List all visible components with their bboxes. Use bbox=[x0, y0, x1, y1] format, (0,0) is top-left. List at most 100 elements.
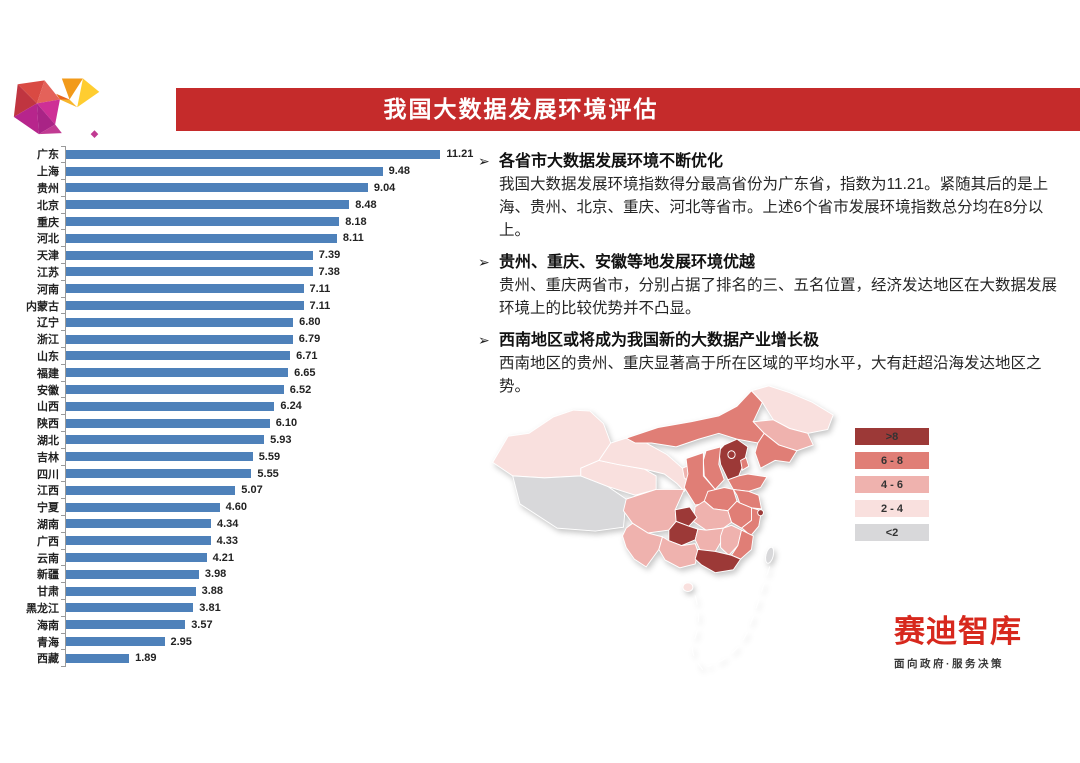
bar-area: 4.60 bbox=[61, 498, 480, 516]
bar-area: 9.48 bbox=[61, 162, 480, 180]
bar-row: 江苏 7.38 bbox=[4, 263, 490, 281]
bar-area: 6.65 bbox=[61, 363, 480, 382]
bar-area: 3.57 bbox=[61, 615, 480, 634]
bar bbox=[66, 233, 337, 243]
bar bbox=[66, 267, 313, 277]
bar-value-label: 3.98 bbox=[204, 568, 227, 581]
bar-label: 天津 bbox=[37, 250, 59, 263]
bar-label: 湖南 bbox=[37, 518, 59, 531]
bar-value-label: 4.33 bbox=[216, 534, 239, 547]
bar bbox=[66, 351, 291, 361]
bar-area: 3.98 bbox=[61, 565, 480, 583]
bar-area: 9.04 bbox=[61, 179, 480, 197]
bullet-item-2: ➢ 贵州、重庆、安徽等地发展环境优越 贵州、重庆两省市，分别占据了排名的三、五名… bbox=[478, 251, 1066, 320]
province-neimenggu bbox=[624, 390, 765, 448]
bar-value-label: 7.39 bbox=[318, 249, 341, 262]
bar bbox=[66, 637, 165, 646]
bar-label: 重庆 bbox=[37, 216, 59, 229]
bar-label: 山东 bbox=[37, 350, 59, 363]
bar-area: 5.55 bbox=[61, 464, 480, 482]
bar-row: 甘肃 3.88 bbox=[4, 582, 490, 600]
bar bbox=[66, 317, 294, 327]
bar-area: 6.79 bbox=[61, 330, 480, 348]
bar-row: 天津 7.39 bbox=[4, 246, 490, 264]
bar-area: 4.33 bbox=[61, 531, 480, 550]
bar-area: 7.38 bbox=[61, 263, 480, 281]
bar-value-label: 11.21 bbox=[446, 148, 474, 161]
legend-item: 2 - 4 bbox=[855, 500, 929, 517]
province-yunnan bbox=[622, 522, 664, 568]
bar-value-label: 1.89 bbox=[135, 652, 157, 665]
bar-value-label: 5.59 bbox=[258, 450, 281, 463]
bar-value-label: 6.71 bbox=[296, 349, 318, 362]
bar-value-label: 2.95 bbox=[170, 635, 192, 648]
bar-label: 四川 bbox=[37, 468, 59, 481]
arrow-bullet-icon: ➢ bbox=[478, 254, 490, 270]
legend-item: 6 - 8 bbox=[855, 452, 929, 469]
bar-row: 陕西 6.10 bbox=[4, 414, 490, 432]
bar bbox=[66, 418, 270, 428]
bar-value-label: 6.65 bbox=[294, 366, 316, 379]
bar-label: 北京 bbox=[37, 199, 59, 212]
bar bbox=[66, 569, 199, 579]
bar bbox=[66, 401, 275, 411]
bar-label: 辽宁 bbox=[37, 317, 59, 330]
province-heilongjiang bbox=[750, 385, 834, 434]
bar bbox=[66, 183, 368, 193]
bar-row: 重庆 8.18 bbox=[4, 212, 490, 230]
province-hunan bbox=[694, 527, 724, 554]
bar bbox=[66, 502, 220, 512]
bullet-heading: 西南地区或将成为我国新的大数据产业增长极 bbox=[499, 332, 820, 349]
bar-area: 6.10 bbox=[61, 414, 480, 432]
polygon-logo-icon bbox=[13, 78, 100, 138]
bar-value-label: 5.55 bbox=[257, 467, 279, 480]
bar-row: 上海 9.48 bbox=[4, 162, 490, 180]
province-liaoning bbox=[754, 432, 798, 469]
bar-label: 浙江 bbox=[37, 334, 59, 347]
bar-area: 8.18 bbox=[61, 212, 480, 230]
bar-label: 福建 bbox=[37, 367, 59, 380]
arrow-bullet-icon: ➢ bbox=[478, 153, 490, 169]
bar-label: 江西 bbox=[37, 485, 59, 498]
bar-label: 新疆 bbox=[37, 569, 59, 582]
bar-label: 西藏 bbox=[37, 653, 59, 666]
bar-value-label: 6.52 bbox=[289, 383, 312, 396]
bar-row: 西藏 1.89 bbox=[4, 649, 490, 667]
bar-value-label: 5.93 bbox=[270, 433, 292, 446]
legend-item: <2 bbox=[855, 524, 929, 541]
bar bbox=[66, 334, 293, 344]
bar bbox=[66, 653, 130, 663]
bar-label: 河南 bbox=[37, 283, 59, 296]
map-legend: >8 6 - 8 4 - 6 2 - 4 <2 bbox=[855, 428, 929, 548]
bar bbox=[66, 385, 284, 395]
bar-area: 6.71 bbox=[61, 347, 480, 365]
bar-label: 湖北 bbox=[37, 434, 59, 447]
bar-value-label: 6.80 bbox=[299, 316, 321, 329]
bar-label: 上海 bbox=[37, 166, 59, 179]
bar-value-label: 8.48 bbox=[355, 198, 377, 211]
bar-label: 青海 bbox=[37, 636, 59, 649]
bar bbox=[66, 200, 350, 210]
bar bbox=[66, 553, 207, 563]
brand-name: 赛迪智库 bbox=[894, 614, 1022, 649]
bar-area: 7.39 bbox=[61, 246, 480, 264]
bar-label: 江苏 bbox=[37, 266, 59, 279]
bar-row: 河北 8.11 bbox=[4, 229, 490, 247]
bar-label: 海南 bbox=[37, 619, 59, 632]
bar-label: 广东 bbox=[37, 149, 59, 162]
bar-value-label: 6.10 bbox=[275, 417, 298, 430]
bar-value-label: 4.21 bbox=[212, 551, 235, 564]
bar-row: 江西 5.07 bbox=[4, 481, 490, 499]
bar-value-label: 3.81 bbox=[199, 601, 221, 614]
bullet-body: 我国大数据发展环境指数得分最高省份为广东省，指数为11.21。紧随其后的是上海、… bbox=[499, 176, 1049, 239]
bar-row: 云南 4.21 bbox=[4, 548, 490, 566]
bar-value-label: 7.11 bbox=[309, 282, 331, 295]
bar-label: 河北 bbox=[37, 233, 59, 246]
bar-label: 内蒙古 bbox=[26, 300, 59, 313]
bar-area: 3.88 bbox=[61, 582, 480, 600]
bar-label: 陕西 bbox=[37, 418, 59, 431]
bar-row: 海南 3.57 bbox=[4, 615, 490, 634]
bar-chart-rows: 广东 11.21 上海 9.48 贵州 9.04 北京 8.48 重庆 8.18 河北 8.11 天津 7… bbox=[4, 145, 490, 667]
bullet-body: 贵州、重庆两省市，分别占据了排名的三、五名位置，经济发达地区在大数据发展环境上的… bbox=[499, 277, 1058, 317]
